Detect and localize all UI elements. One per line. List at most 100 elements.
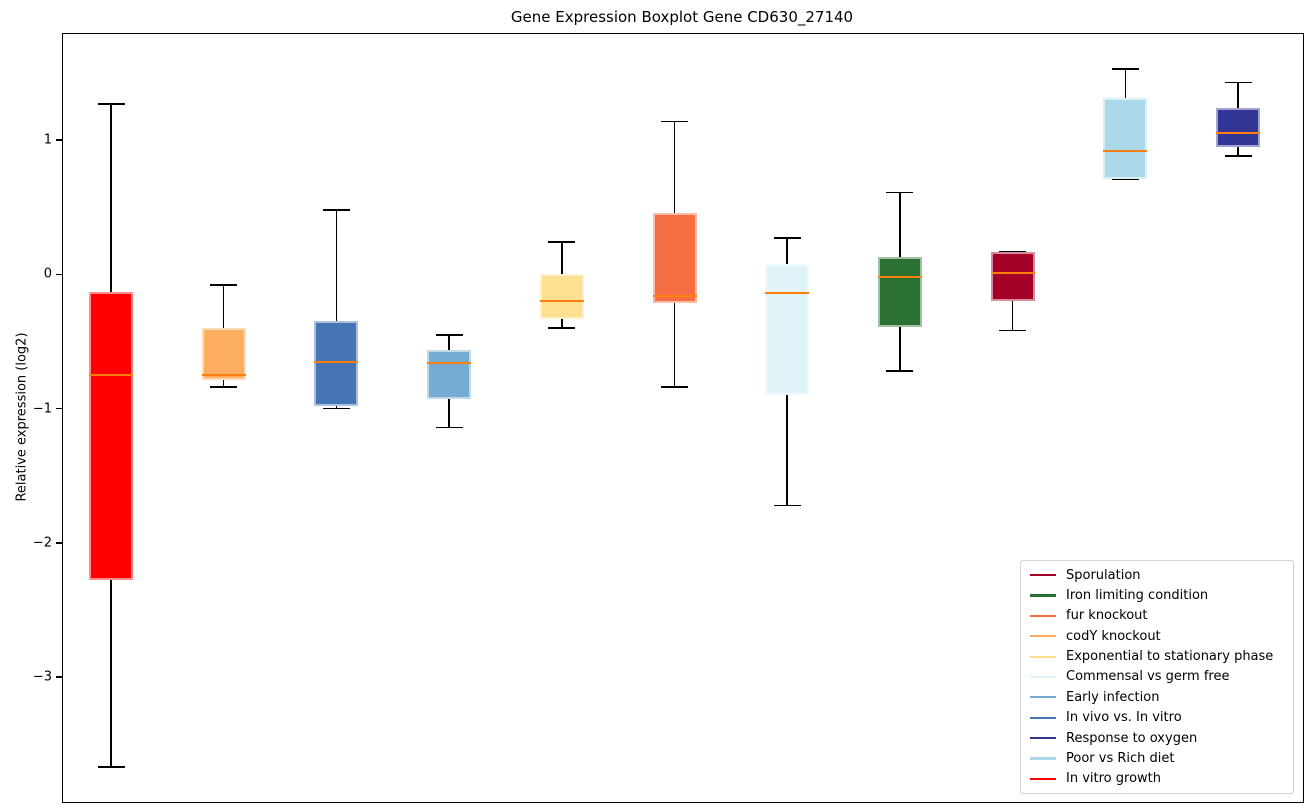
whisker-lower xyxy=(561,318,563,329)
whisker-cap-lower xyxy=(210,386,238,388)
legend: Sporulation Iron limiting condition fur kn… xyxy=(1020,560,1294,794)
whisker-cap-lower xyxy=(548,327,576,329)
y-tick-mark xyxy=(55,676,62,678)
median-line xyxy=(652,294,697,297)
whisker-lower xyxy=(1011,301,1014,331)
box xyxy=(1103,98,1148,179)
legend-swatch xyxy=(1030,594,1056,597)
legend-label: Early infection xyxy=(1066,689,1160,705)
median-line xyxy=(765,292,810,295)
legend-item: Response to oxygen xyxy=(1030,729,1284,748)
y-tick-mark xyxy=(55,542,62,544)
median-line xyxy=(427,361,472,365)
whisker-lower xyxy=(448,399,450,428)
median-line xyxy=(539,300,584,303)
legend-swatch xyxy=(1030,777,1056,780)
median-line xyxy=(314,360,359,363)
whisker-lower xyxy=(222,380,225,388)
whisker-upper xyxy=(673,121,676,213)
legend-label: Response to oxygen xyxy=(1066,730,1198,746)
whisker-cap-lower xyxy=(773,504,801,507)
legend-swatch xyxy=(1030,574,1056,577)
whisker-cap-upper xyxy=(661,120,688,123)
legend-swatch xyxy=(1030,757,1056,760)
legend-swatch xyxy=(1030,635,1056,638)
y-tick-label: 1 xyxy=(43,132,52,148)
whisker-upper xyxy=(561,242,563,275)
y-tick-label: 0 xyxy=(43,266,52,282)
legend-item: Iron limiting condition xyxy=(1030,586,1284,605)
whisker-cap-lower xyxy=(999,329,1027,332)
whisker-lower xyxy=(1237,146,1239,157)
whisker-cap-lower xyxy=(886,370,914,372)
box xyxy=(427,349,472,400)
legend-swatch xyxy=(1030,736,1056,740)
chart-title: Gene Expression Boxplot Gene CD630_27140 xyxy=(510,8,854,26)
legend-label: Iron limiting condition xyxy=(1066,588,1209,604)
whisker-cap-upper xyxy=(97,103,125,105)
legend-label: In vivo vs. In vitro xyxy=(1066,710,1182,726)
y-tick-mark xyxy=(55,139,62,141)
legend-item: In vivo vs. In vitro xyxy=(1030,708,1284,727)
whisker-cap-upper xyxy=(886,191,914,194)
whisker-cap-lower xyxy=(661,386,688,388)
y-tick-label: −3 xyxy=(32,669,52,685)
whisker-cap-upper xyxy=(435,334,463,336)
legend-item: In vitro growth xyxy=(1030,769,1284,788)
median-line xyxy=(89,373,133,377)
legend-item: Commensal vs germ free xyxy=(1030,667,1284,686)
median-line xyxy=(877,275,922,279)
y-axis-label: Relative expression (log2) xyxy=(14,332,30,502)
legend-label: codY knockout xyxy=(1066,628,1161,644)
y-tick-label: −2 xyxy=(32,535,52,551)
y-tick-mark xyxy=(55,407,62,410)
box xyxy=(201,328,246,381)
legend-label: Exponential to stationary phase xyxy=(1066,649,1274,665)
median-line xyxy=(1103,149,1148,152)
legend-item: Exponential to stationary phase xyxy=(1030,647,1284,666)
whisker-cap-upper xyxy=(322,209,350,211)
whisker-upper xyxy=(899,192,901,257)
box xyxy=(765,263,810,396)
legend-item: fur knockout xyxy=(1030,606,1284,625)
whisker-cap-lower xyxy=(435,426,463,429)
box xyxy=(314,321,359,406)
box xyxy=(990,251,1035,302)
whisker-cap-upper xyxy=(1111,68,1139,70)
whisker-upper xyxy=(1124,68,1127,99)
whisker-upper xyxy=(335,209,338,322)
whisker-cap-lower xyxy=(1224,155,1252,157)
legend-label: Commensal vs germ free xyxy=(1066,669,1230,685)
y-tick-mark xyxy=(55,273,62,275)
whisker-lower xyxy=(110,580,112,768)
whisker-lower xyxy=(899,326,901,371)
whisker-cap-lower xyxy=(97,766,125,768)
whisker-upper xyxy=(1237,82,1239,108)
legend-swatch xyxy=(1030,614,1056,617)
legend-swatch xyxy=(1030,696,1056,699)
box xyxy=(652,212,697,303)
box xyxy=(89,291,133,581)
whisker-lower xyxy=(335,405,338,409)
whisker-cap-lower xyxy=(322,407,350,410)
legend-label: Sporulation xyxy=(1066,567,1141,583)
legend-swatch xyxy=(1030,716,1056,719)
legend-label: In vitro growth xyxy=(1066,771,1161,787)
median-line xyxy=(990,271,1035,275)
box xyxy=(877,256,922,327)
box xyxy=(1216,107,1260,147)
legend-item: Early infection xyxy=(1030,688,1284,707)
legend-label: fur knockout xyxy=(1066,608,1148,624)
whisker-cap-upper xyxy=(1224,81,1252,84)
whisker-cap-upper xyxy=(548,241,576,243)
legend-item: Sporulation xyxy=(1030,566,1284,585)
whisker-lower xyxy=(786,395,788,506)
y-tick-label: −1 xyxy=(32,401,52,417)
legend-swatch xyxy=(1030,675,1056,679)
whisker-cap-upper xyxy=(210,284,238,286)
legend-item: Poor vs Rich diet xyxy=(1030,749,1284,768)
whisker-upper xyxy=(448,334,450,350)
legend-item: codY knockout xyxy=(1030,627,1284,646)
median-line xyxy=(1216,132,1260,135)
